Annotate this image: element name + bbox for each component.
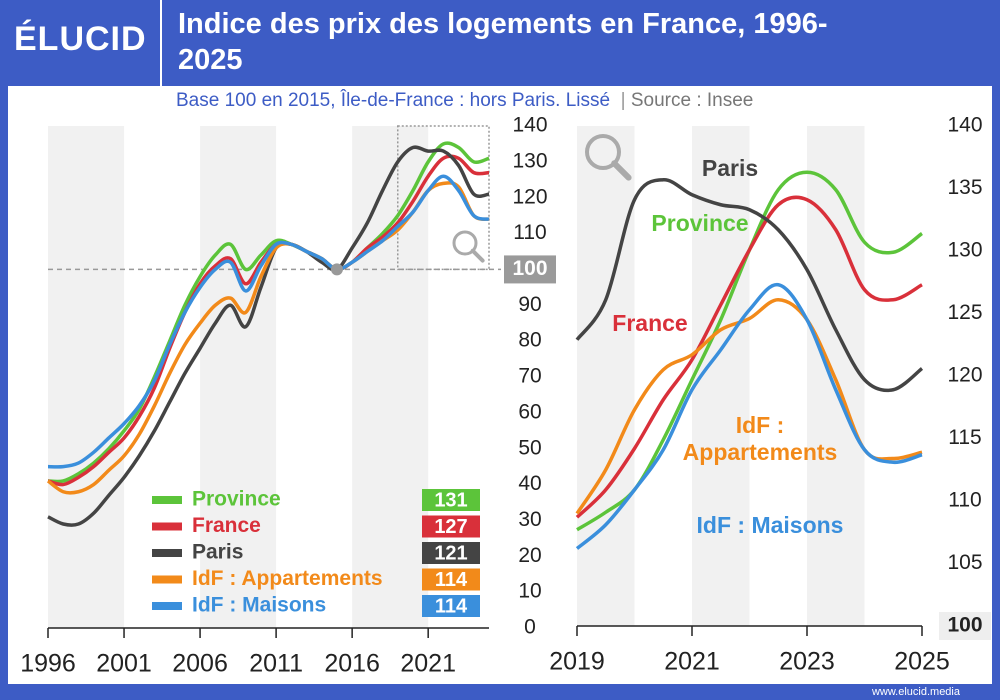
- y-tick-label: 135: [947, 176, 982, 199]
- x-tick-label: 2021: [400, 650, 456, 678]
- source: Source : Insee: [630, 90, 754, 111]
- tick-highlight: [939, 612, 991, 640]
- x-tick-label: 1996: [20, 650, 76, 678]
- series-annotation: Paris: [701, 155, 759, 181]
- footer: www.elucid.media: [871, 686, 960, 698]
- legend-value: 114: [435, 595, 468, 617]
- legend-value: 121: [434, 542, 467, 564]
- series-line: [47, 141, 490, 484]
- subtitle: Base 100 en 2015, Île-de-France : hors P…: [176, 90, 611, 111]
- legend-label: IdF : Appartements: [192, 567, 383, 590]
- separator: [160, 0, 162, 86]
- y-tick-label: 130: [512, 149, 547, 172]
- x-tick-label: 2025: [894, 648, 950, 676]
- x-tick-label: 2001: [96, 650, 152, 678]
- series-line: [575, 282, 923, 550]
- band: [200, 126, 277, 628]
- series-line: [575, 178, 924, 393]
- series-annotation: France: [612, 310, 688, 336]
- y-tick-label: 80: [518, 329, 541, 352]
- legend-value: 114: [435, 569, 468, 591]
- divider: |: [615, 90, 631, 111]
- subtitle-row: Base 100 en 2015, Île-de-France : hors P…: [176, 90, 753, 112]
- legend-value-box: [422, 542, 480, 564]
- x-tick-label: 2023: [779, 648, 835, 676]
- series-line: [47, 174, 490, 469]
- y-tick-label: 115: [948, 426, 981, 449]
- x-tick-label: 2019: [549, 648, 605, 676]
- y-tick-label: 10: [518, 580, 541, 603]
- x-tick-label: 2011: [249, 650, 303, 678]
- legend-swatch: [152, 602, 182, 610]
- y-tick-label: 140: [947, 114, 982, 137]
- y-tick-label: 105: [947, 551, 982, 574]
- magnifier-handle: [611, 160, 632, 181]
- y-tick-label: 100: [512, 257, 547, 280]
- legend-label: France: [192, 514, 261, 537]
- y-tick-label: 0: [524, 616, 536, 639]
- legend-label: IdF : Maisons: [192, 594, 326, 617]
- x-tick-label: 2021: [664, 648, 720, 676]
- y-tick-label: 60: [518, 400, 541, 423]
- legend-swatch: [152, 496, 182, 504]
- y-tick-label: 110: [948, 489, 981, 512]
- series-line: [47, 145, 490, 527]
- legend-swatch: [152, 549, 182, 557]
- title: Indice des prix des logements en France,…: [178, 8, 828, 76]
- legend-swatch: [152, 575, 182, 584]
- base-point: [330, 263, 343, 276]
- zoom-box: [397, 125, 490, 271]
- legend-value: 131: [434, 489, 467, 511]
- y-tick-label: 40: [518, 472, 541, 495]
- band: [48, 126, 125, 628]
- y-tick-label: 125: [947, 301, 982, 324]
- y-tick-label: 30: [518, 508, 541, 531]
- magnifier-handle: [470, 248, 485, 263]
- y-tick-label: 110: [513, 221, 546, 244]
- magnifier: [585, 134, 621, 170]
- legend-value-box: [422, 568, 480, 591]
- y-tick-label: 130: [947, 239, 982, 262]
- y-tick-label: 50: [518, 436, 541, 459]
- series-line: [575, 195, 923, 519]
- y-tick-label: 90: [518, 293, 541, 316]
- magnifier: [452, 230, 478, 256]
- y-tick-label: 70: [518, 365, 541, 388]
- legend-label: Province: [192, 488, 281, 511]
- legend-swatch: [152, 522, 182, 531]
- legend-value-box: [422, 489, 480, 511]
- y-tick-label: 140: [512, 114, 547, 137]
- y-tick-label: 20: [518, 544, 541, 567]
- y-tick-label: 120: [512, 185, 547, 208]
- legend-label: Paris: [192, 541, 243, 564]
- legend-value-box: [422, 515, 480, 538]
- band: [352, 126, 429, 628]
- series-annotation: IdF : Maisons: [696, 512, 844, 538]
- series-annotation: IdF : Appartements: [682, 412, 838, 465]
- legend-value-box: [422, 595, 480, 617]
- logo: ÉLUCID: [14, 20, 147, 58]
- tick-highlight: [504, 255, 556, 284]
- x-tick-label: 2006: [172, 650, 228, 678]
- y-tick-label: 120: [947, 364, 982, 387]
- band: [577, 126, 635, 626]
- series-annotation: Province: [651, 210, 749, 236]
- y-tick-label: 100: [947, 614, 982, 637]
- legend-value: 127: [434, 516, 467, 538]
- x-tick-label: 2016: [324, 650, 380, 678]
